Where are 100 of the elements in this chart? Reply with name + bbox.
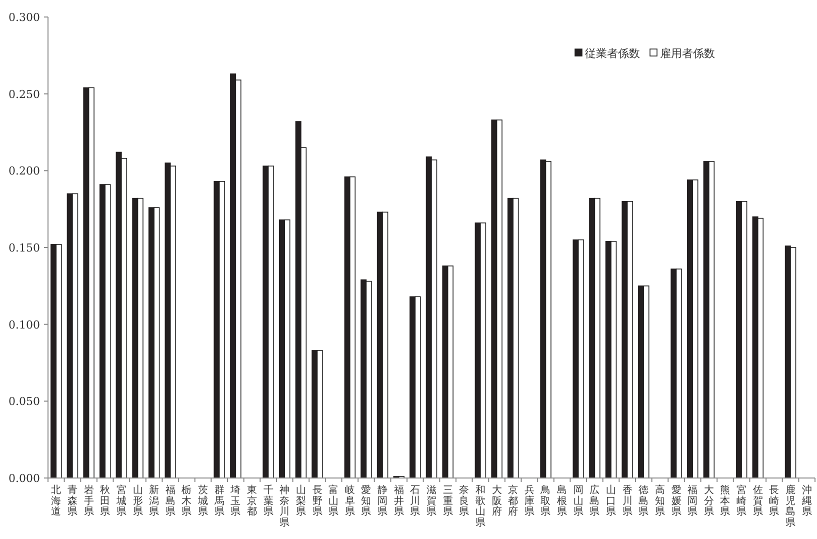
x-tick-label: 沖縄県	[800, 484, 812, 518]
x-tick-label: 宮城県	[115, 484, 126, 518]
x-tick-label: 山形県	[132, 484, 143, 518]
bar	[214, 181, 220, 478]
bar	[300, 147, 307, 478]
bar	[491, 120, 498, 478]
bar	[496, 120, 502, 478]
bar	[312, 350, 318, 478]
x-tick-label: 新潟県	[149, 484, 160, 518]
legend-label: 雇用者係数	[660, 47, 715, 60]
bar	[132, 198, 138, 478]
bar	[350, 176, 356, 478]
y-tick-label: 0.000	[8, 472, 40, 485]
y-tick-label: 0.200	[8, 164, 40, 178]
x-tick-label: 山口県	[606, 484, 616, 518]
bar	[442, 266, 448, 478]
bar	[741, 201, 748, 478]
y-tick-label: 0.300	[8, 11, 40, 24]
bar	[447, 266, 454, 478]
x-tick-label: 千葉県	[263, 484, 274, 518]
bar	[366, 280, 372, 478]
bar	[235, 80, 242, 478]
y-tick-label: 0.250	[8, 88, 40, 101]
x-tick-label: 長崎県	[769, 485, 780, 518]
bar	[610, 240, 617, 478]
x-tick-label: 和歌山県	[475, 484, 486, 528]
bar	[316, 350, 323, 478]
bar	[626, 201, 633, 478]
y-tick-label: 0.050	[8, 395, 40, 408]
bar	[414, 296, 421, 478]
x-tick-label: 島根県	[557, 484, 568, 518]
bar	[262, 166, 269, 478]
x-tick-label: 秋田県	[100, 484, 110, 518]
bar	[790, 247, 796, 478]
x-tick-label: 群馬県	[213, 484, 224, 518]
bar	[284, 219, 290, 478]
bar	[218, 181, 225, 478]
x-tick-label: 栃木県	[182, 484, 192, 518]
x-tick-label: 京都府	[508, 484, 518, 518]
x-tick-label: 大阪府	[492, 484, 502, 518]
bar	[670, 268, 677, 478]
y-tick-label: 0.100	[8, 318, 40, 332]
x-tick-label: 福島県	[165, 484, 176, 518]
x-tick-label: 鹿児島県	[786, 484, 796, 528]
x-tick-label: 滋賀県	[426, 484, 436, 518]
legend-label: 従業者係数	[585, 47, 640, 60]
x-tick-label: 北海道	[51, 484, 62, 518]
bar	[708, 161, 715, 478]
bar	[545, 161, 552, 478]
x-tick-label: 富山県	[328, 484, 339, 518]
x-tick-label: 東京都	[246, 484, 257, 518]
x-tick-label: 兵庫県	[524, 484, 534, 518]
bar	[56, 244, 62, 478]
x-tick-label: 静岡県	[378, 484, 388, 518]
bar	[360, 279, 367, 478]
x-tick-label: 福井県	[394, 484, 404, 518]
bar	[88, 87, 94, 478]
x-tick-label: 山梨県	[296, 484, 306, 518]
bar	[268, 166, 274, 478]
x-tick-label: 岐阜県	[344, 484, 355, 518]
bar	[382, 212, 388, 478]
bar	[230, 73, 236, 478]
x-tick-label: 茨城県	[197, 484, 208, 518]
x-tick-label: 岩手県	[84, 484, 94, 518]
bar	[410, 296, 416, 478]
bar	[83, 87, 90, 478]
bar	[104, 184, 111, 478]
bar	[50, 244, 57, 478]
x-tick-label: 福岡県	[688, 484, 698, 518]
x-tick-label: 徳島県	[638, 485, 649, 518]
x-tick-label: 三重県	[442, 485, 453, 518]
x-tick-label: 熊本県	[720, 484, 730, 518]
x-tick-label: 大分県	[704, 484, 714, 518]
bar	[692, 179, 698, 478]
bar	[431, 160, 438, 478]
bar	[512, 198, 519, 478]
x-tick-label: 石川県	[410, 485, 420, 518]
bar	[594, 198, 600, 478]
x-tick-label: 鳥取県	[540, 484, 551, 518]
x-tick-label: 愛媛県	[671, 484, 682, 518]
bar	[121, 158, 128, 478]
bar	[154, 207, 160, 478]
bar	[480, 222, 486, 478]
bar	[643, 286, 650, 478]
bar	[72, 193, 78, 478]
bar	[170, 166, 176, 478]
x-tick-label: 香川県	[622, 484, 632, 518]
x-tick-label: 埼玉県	[230, 484, 241, 518]
bar	[622, 201, 628, 478]
x-tick-label: 岡山県	[573, 485, 584, 518]
x-tick-label: 佐賀県	[752, 485, 763, 518]
x-tick-label: 高知県	[654, 484, 665, 518]
x-tick-label: 青森県	[67, 484, 78, 518]
bar	[676, 268, 682, 478]
bar	[578, 239, 584, 478]
bar	[589, 198, 596, 478]
x-tick-label: 長野県	[312, 485, 322, 518]
x-tick-label: 奈良県	[459, 485, 470, 518]
x-tick-label: 愛知県	[361, 484, 372, 518]
y-tick-label: 0.150	[8, 242, 40, 254]
